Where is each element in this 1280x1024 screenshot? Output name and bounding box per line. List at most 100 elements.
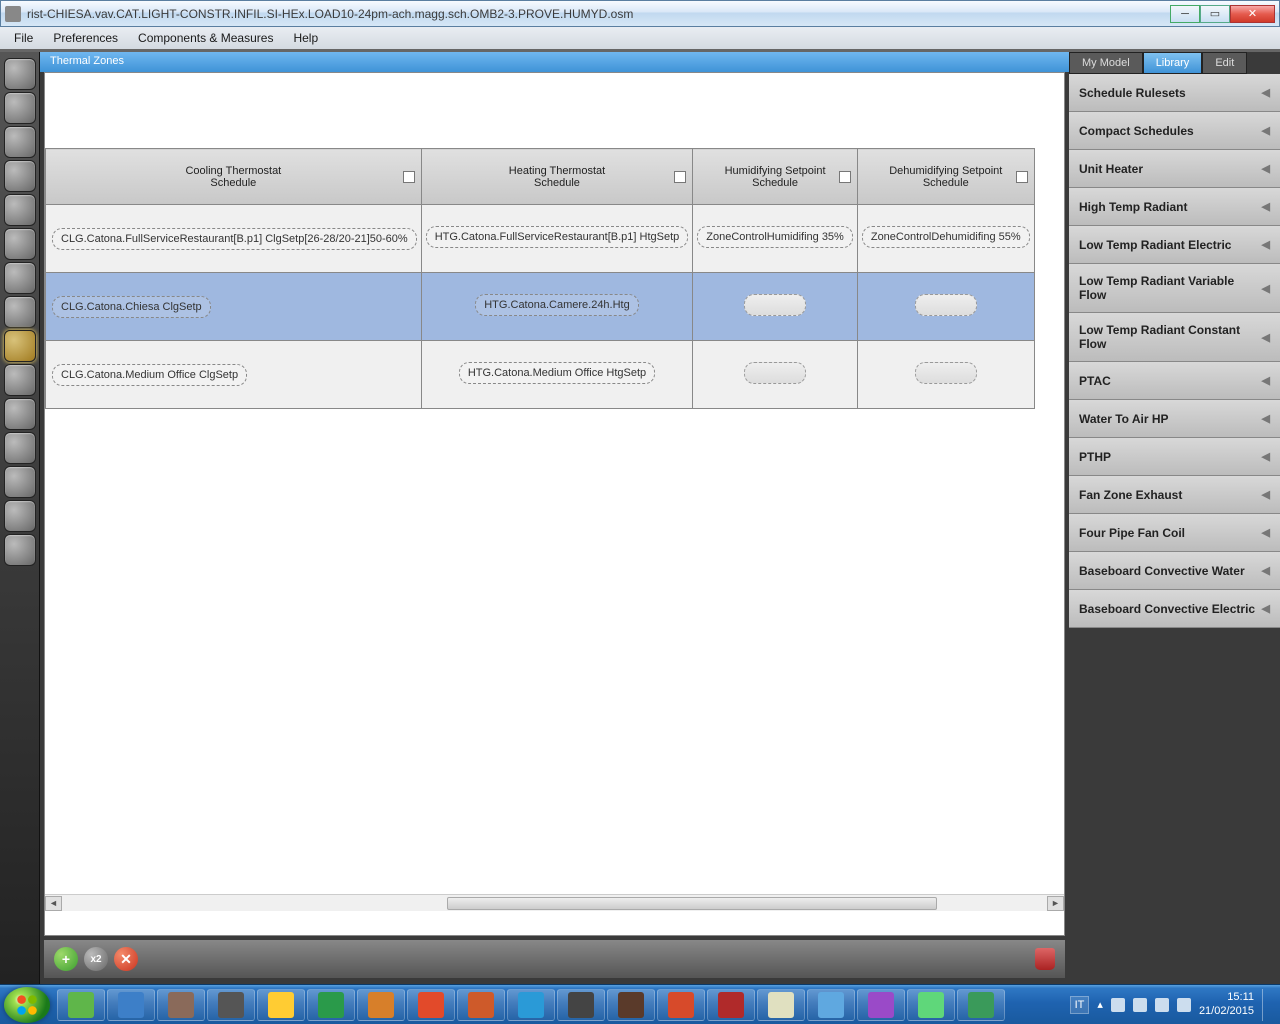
table-row[interactable]: CLG.Catona.Medium Office ClgSetp HTG.Cato… [46,341,1035,409]
maximize-button[interactable]: ▭ [1200,5,1230,23]
sidebar-schedules-icon[interactable] [4,92,36,124]
header-humid[interactable]: Humidifying Setpoint Schedule [693,149,858,205]
taskbar-app[interactable] [357,989,405,1021]
schedule-pill[interactable]: HTG.Catona.FullServiceRestaurant[B.p1] H… [426,226,689,248]
sidebar-scripts-icon[interactable] [4,432,36,464]
sidebar-constructions-icon[interactable] [4,126,36,158]
menu-help[interactable]: Help [283,28,328,48]
library-item[interactable]: Low Temp Radiant Constant Flow◀ [1069,313,1280,362]
schedule-pill[interactable] [744,362,806,384]
language-indicator[interactable]: IT [1070,996,1090,1014]
scroll-thumb[interactable] [447,897,937,910]
taskbar-app[interactable] [157,989,205,1021]
sidebar-results-icon[interactable] [4,500,36,532]
tab-library[interactable]: Library [1143,52,1203,74]
taskbar-app[interactable] [257,989,305,1021]
sidebar-variables-icon[interactable] [4,398,36,430]
tray-arrow-icon[interactable]: ▴ [1097,998,1103,1011]
schedule-pill[interactable] [915,362,977,384]
tray-flag-icon[interactable] [1111,998,1125,1012]
menu-components[interactable]: Components & Measures [128,28,283,48]
tray-misc-icon[interactable] [1177,998,1191,1012]
library-item[interactable]: Low Temp Radiant Electric◀ [1069,226,1280,264]
scroll-right-arrow[interactable]: ► [1047,896,1064,911]
sidebar-geometry-icon[interactable] [4,228,36,260]
taskbar-app[interactable] [407,989,455,1021]
taskbar-app[interactable] [707,989,755,1021]
tray-volume-icon[interactable] [1133,998,1147,1012]
clock[interactable]: 15:11 21/02/2015 [1199,991,1254,1017]
library-item[interactable]: PTHP◀ [1069,438,1280,476]
library-item[interactable]: PTAC◀ [1069,362,1280,400]
header-humid-checkbox[interactable] [839,171,851,183]
sidebar-chart-icon[interactable] [4,534,36,566]
taskbar-app[interactable] [757,989,805,1021]
taskbar-app[interactable] [207,989,255,1021]
schedule-pill[interactable]: CLG.Catona.Medium Office ClgSetp [52,364,247,386]
tab-mymodel[interactable]: My Model [1069,52,1143,74]
scroll-left-arrow[interactable]: ◄ [45,896,62,911]
chevron-left-icon: ◀ [1262,200,1270,213]
taskbar-app[interactable] [107,989,155,1021]
start-button[interactable] [4,987,50,1023]
chevron-left-icon: ◀ [1262,86,1270,99]
menu-file[interactable]: File [4,28,43,48]
schedule-pill[interactable]: CLG.Catona.Chiesa ClgSetp [52,296,211,318]
schedule-pill[interactable]: ZoneControlDehumidifing 55% [862,226,1030,248]
schedule-pill[interactable]: HTG.Catona.Medium Office HtgSetp [459,362,655,384]
header-dehumid-checkbox[interactable] [1016,171,1028,183]
schedule-pill[interactable] [744,294,806,316]
menu-preferences[interactable]: Preferences [43,28,128,48]
taskbar-app[interactable] [557,989,605,1021]
taskbar-app[interactable] [657,989,705,1021]
sidebar-site-icon[interactable] [4,58,36,90]
library-item[interactable]: Unit Heater◀ [1069,150,1280,188]
taskbar-app[interactable] [957,989,1005,1021]
close-button[interactable]: ✕ [1230,5,1275,23]
library-item[interactable]: Fan Zone Exhaust◀ [1069,476,1280,514]
tray-network-icon[interactable] [1155,998,1169,1012]
delete-button[interactable]: ✕ [114,947,138,971]
sidebar-spacetypes-icon[interactable] [4,194,36,226]
library-item[interactable]: Baseboard Convective Water◀ [1069,552,1280,590]
table-row[interactable]: CLG.Catona.FullServiceRestaurant[B.p1] C… [46,205,1035,273]
duplicate-button[interactable]: x2 [84,947,108,971]
minimize-button[interactable]: ─ [1170,5,1200,23]
taskbar-app[interactable] [307,989,355,1021]
taskbar-app[interactable] [57,989,105,1021]
library-item[interactable]: Compact Schedules◀ [1069,112,1280,150]
header-heating-checkbox[interactable] [674,171,686,183]
schedule-pill[interactable]: CLG.Catona.FullServiceRestaurant[B.p1] C… [52,228,417,250]
header-cooling-checkbox[interactable] [403,171,415,183]
sidebar-hvac-icon[interactable] [4,364,36,396]
library-item[interactable]: Baseboard Convective Electric◀ [1069,590,1280,628]
table-row[interactable]: CLG.Catona.Chiesa ClgSetp HTG.Catona.Came… [46,273,1035,341]
taskbar-app[interactable] [607,989,655,1021]
sidebar-thermalzones-icon[interactable] [4,330,36,362]
sidebar-facility-icon[interactable] [4,262,36,294]
taskbar-app[interactable] [857,989,905,1021]
taskbar-app[interactable] [507,989,555,1021]
taskbar-app[interactable] [457,989,505,1021]
trash-icon[interactable] [1035,948,1055,970]
add-button[interactable]: + [54,947,78,971]
show-desktop-button[interactable] [1262,989,1270,1021]
header-cooling[interactable]: Cooling Thermostat Schedule [46,149,422,205]
header-dehumid[interactable]: Dehumidifying Setpoint Schedule [857,149,1034,205]
library-item[interactable]: Water To Air HP◀ [1069,400,1280,438]
library-item[interactable]: High Temp Radiant◀ [1069,188,1280,226]
taskbar-app[interactable] [907,989,955,1021]
horizontal-scrollbar[interactable]: ◄ ► [45,894,1064,911]
library-item[interactable]: Low Temp Radiant Variable Flow◀ [1069,264,1280,313]
sidebar-spaces-icon[interactable] [4,296,36,328]
library-item[interactable]: Four Pipe Fan Coil◀ [1069,514,1280,552]
tab-edit[interactable]: Edit [1202,52,1247,74]
schedule-pill[interactable]: ZoneControlHumidifing 35% [697,226,853,248]
schedule-pill[interactable] [915,294,977,316]
schedule-pill[interactable]: HTG.Catona.Camere.24h.Htg [475,294,639,316]
header-heating[interactable]: Heating Thermostat Schedule [421,149,693,205]
sidebar-run-icon[interactable] [4,466,36,498]
library-item[interactable]: Schedule Rulesets◀ [1069,74,1280,112]
sidebar-loads-icon[interactable] [4,160,36,192]
taskbar-app[interactable] [807,989,855,1021]
